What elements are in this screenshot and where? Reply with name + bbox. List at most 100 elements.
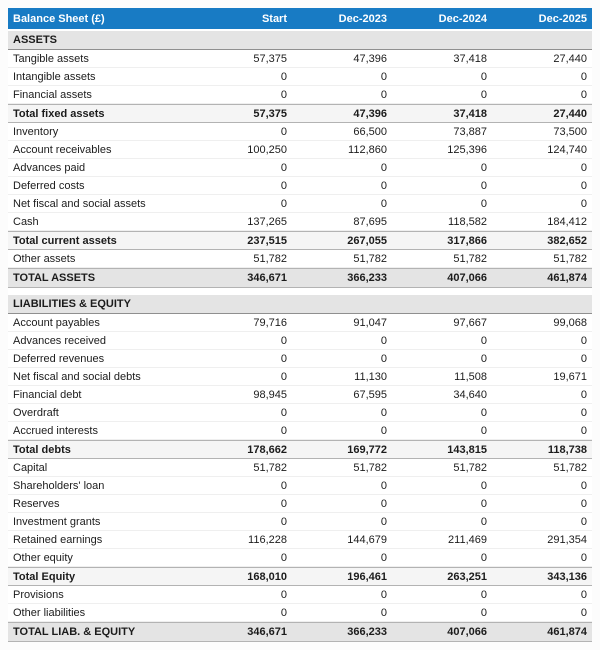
table-row: Other equity 0 0 0 0 — [8, 549, 592, 567]
row-label: Cash — [13, 215, 39, 228]
cell-dec-2025: 0 — [580, 70, 587, 83]
row-label: Other equity — [13, 551, 73, 564]
row-label: Account receivables — [13, 143, 112, 156]
cell-dec-2023: 112,860 — [348, 143, 387, 156]
cell-start: 0 — [280, 479, 287, 492]
row-label: Financial debt — [13, 388, 82, 401]
cell-dec-2024: 0 — [480, 161, 487, 174]
table-row: Intangible assets 0 0 0 0 — [8, 68, 592, 86]
cell-dec-2024: 143,815 — [447, 443, 487, 456]
cell-start: 0 — [280, 606, 287, 619]
row-label: Total fixed assets — [13, 107, 105, 120]
cell-dec-2023: 0 — [380, 352, 387, 365]
section-title: ASSETS — [13, 34, 58, 46]
cell-dec-2023: 0 — [380, 161, 387, 174]
balance-sheet-table: Balance Sheet (£) Start Dec-2023 Dec-202… — [8, 8, 592, 642]
cell-dec-2025: 291,354 — [547, 533, 587, 546]
cell-dec-2023: 0 — [380, 551, 387, 564]
cell-start: 0 — [280, 70, 287, 83]
table-section: LIABILITIES & EQUITY Account payables 79… — [8, 295, 592, 642]
cell-dec-2025: 461,874 — [547, 272, 587, 284]
column-header-dec-2025: Dec-2025 — [538, 12, 587, 25]
cell-start: 0 — [280, 197, 287, 210]
cell-dec-2024: 263,251 — [447, 570, 487, 583]
table-row: Overdraft 0 0 0 0 — [8, 404, 592, 422]
cell-dec-2024: 37,418 — [453, 52, 487, 65]
column-header-start: Start — [261, 12, 287, 25]
cell-dec-2024: 51,782 — [453, 461, 487, 474]
row-label: Other liabilities — [13, 606, 86, 619]
cell-dec-2023: 91,047 — [353, 316, 387, 329]
cell-start: 79,716 — [253, 316, 287, 329]
table-row: Inventory 0 66,500 73,887 73,500 — [8, 123, 592, 141]
row-label: Intangible assets — [13, 70, 96, 83]
table-row: Deferred costs 0 0 0 0 — [8, 177, 592, 195]
cell-dec-2023: 0 — [380, 334, 387, 347]
table-row: Net fiscal and social debts 0 11,130 11,… — [8, 368, 592, 386]
cell-start: 51,782 — [253, 461, 287, 474]
cell-dec-2024: 211,469 — [448, 533, 487, 546]
cell-start: 0 — [280, 515, 287, 528]
cell-dec-2025: 99,068 — [553, 316, 587, 329]
row-label: Total current assets — [13, 234, 117, 247]
cell-start: 0 — [280, 161, 287, 174]
cell-start: 0 — [280, 352, 287, 365]
cell-start: 51,782 — [253, 252, 287, 265]
row-label: Total debts — [13, 443, 71, 456]
row-label: Financial assets — [13, 88, 92, 101]
row-label: TOTAL LIAB. & EQUITY — [13, 626, 136, 638]
cell-dec-2025: 0 — [580, 352, 587, 365]
cell-dec-2025: 0 — [580, 406, 587, 419]
cell-dec-2025: 0 — [580, 606, 587, 619]
cell-dec-2025: 0 — [580, 197, 587, 210]
cell-dec-2024: 118,582 — [448, 215, 487, 228]
section-rows: Account payables 79,716 91,047 97,667 99… — [8, 314, 592, 642]
cell-dec-2025: 118,738 — [547, 443, 587, 456]
cell-dec-2024: 0 — [480, 197, 487, 210]
cell-dec-2023: 0 — [380, 406, 387, 419]
row-label: Deferred costs — [13, 179, 85, 192]
row-label: Inventory — [13, 125, 59, 138]
row-label: Capital — [13, 461, 48, 474]
row-label: Other assets — [13, 252, 76, 265]
cell-start: 57,375 — [253, 52, 287, 65]
table-row: Cash 137,265 87,695 118,582 184,412 — [8, 213, 592, 231]
cell-dec-2025: 461,874 — [547, 626, 587, 638]
table-row: Tangible assets 57,375 47,396 37,418 27,… — [8, 50, 592, 68]
cell-start: 100,250 — [247, 143, 287, 156]
cell-dec-2025: 382,652 — [547, 234, 587, 247]
table-row: Advances received 0 0 0 0 — [8, 332, 592, 350]
cell-dec-2024: 51,782 — [453, 252, 487, 265]
cell-dec-2024: 407,066 — [447, 272, 487, 284]
cell-dec-2025: 73,500 — [553, 125, 587, 138]
row-label: Overdraft — [13, 406, 59, 419]
table-row: Other liabilities 0 0 0 0 — [8, 604, 592, 622]
cell-dec-2024: 0 — [480, 334, 487, 347]
cell-start: 0 — [280, 588, 287, 601]
table-row: Shareholders' loan 0 0 0 0 — [8, 477, 592, 495]
cell-dec-2025: 0 — [580, 588, 587, 601]
cell-dec-2024: 97,667 — [453, 316, 487, 329]
cell-dec-2023: 366,233 — [347, 626, 387, 638]
table-row: Investment grants 0 0 0 0 — [8, 513, 592, 531]
cell-dec-2024: 0 — [480, 588, 487, 601]
row-label: Advances received — [13, 334, 106, 347]
cell-dec-2024: 0 — [480, 497, 487, 510]
cell-dec-2024: 73,887 — [453, 125, 487, 138]
cell-start: 98,945 — [253, 388, 287, 401]
cell-dec-2025: 27,440 — [553, 52, 587, 65]
cell-dec-2024: 0 — [480, 88, 487, 101]
row-label: Advances paid — [13, 161, 86, 174]
section-header-row: LIABILITIES & EQUITY — [8, 295, 592, 314]
cell-dec-2023: 196,461 — [347, 570, 387, 583]
cell-dec-2023: 0 — [380, 515, 387, 528]
row-label: Net fiscal and social assets — [13, 197, 146, 210]
cell-start: 0 — [280, 179, 287, 192]
table-row: Other assets 51,782 51,782 51,782 51,782 — [8, 250, 592, 268]
cell-start: 0 — [280, 334, 287, 347]
table-row: Financial assets 0 0 0 0 — [8, 86, 592, 104]
table-body: ASSETS Tangible assets 57,375 47,396 37,… — [8, 31, 592, 642]
cell-dec-2023: 267,055 — [347, 234, 387, 247]
cell-start: 116,228 — [248, 533, 287, 546]
cell-dec-2024: 0 — [480, 479, 487, 492]
